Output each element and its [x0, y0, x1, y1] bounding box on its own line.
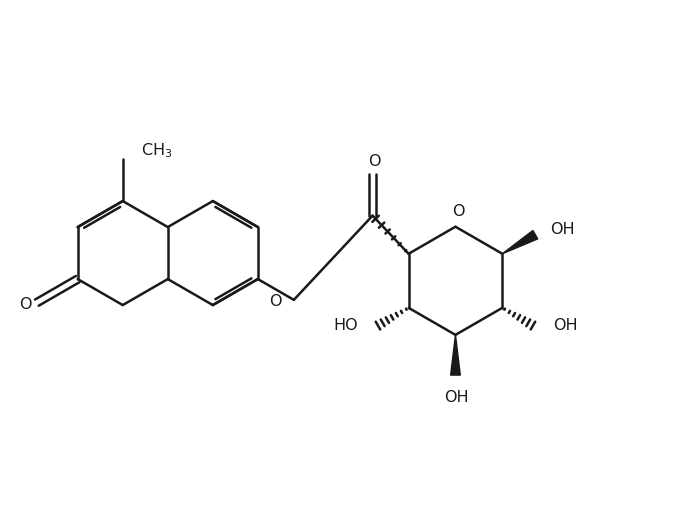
- Text: O: O: [452, 204, 464, 219]
- Text: O: O: [19, 296, 32, 311]
- Text: OH: OH: [553, 318, 577, 333]
- Text: CH$_3$: CH$_3$: [141, 142, 173, 161]
- Text: OH: OH: [551, 222, 575, 237]
- Text: HO: HO: [333, 318, 358, 333]
- Text: O: O: [269, 294, 281, 309]
- Polygon shape: [503, 230, 538, 254]
- Text: OH: OH: [445, 391, 469, 406]
- Polygon shape: [450, 335, 460, 375]
- Text: O: O: [367, 154, 380, 169]
